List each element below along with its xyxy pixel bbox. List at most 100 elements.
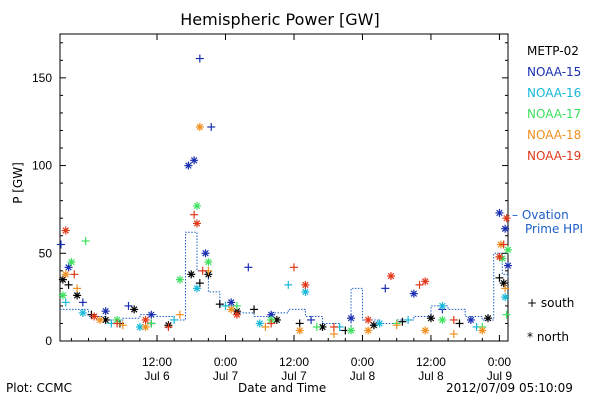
south-marker bbox=[73, 284, 82, 293]
y-tick-label: 0 bbox=[45, 334, 52, 348]
south-marker bbox=[61, 298, 70, 307]
south-marker bbox=[261, 322, 270, 331]
north-marker bbox=[204, 258, 213, 267]
ovation-legend-line1: – Ovation bbox=[512, 208, 569, 222]
north-marker bbox=[61, 226, 70, 235]
north-marker bbox=[466, 315, 475, 324]
north-marker bbox=[478, 326, 487, 335]
north-marker bbox=[375, 319, 384, 328]
north-marker bbox=[484, 314, 493, 323]
south-marker bbox=[455, 319, 464, 328]
north-marker bbox=[255, 319, 264, 328]
y-tick-label: 50 bbox=[39, 246, 53, 260]
north-marker bbox=[504, 245, 512, 254]
plot-frame bbox=[59, 33, 509, 342]
north-marker bbox=[364, 326, 373, 335]
north-marker bbox=[190, 156, 199, 165]
north-marker bbox=[95, 315, 104, 324]
plot-timestamp: 2012/07/09 05:10:09 bbox=[446, 381, 573, 395]
south-marker bbox=[56, 240, 65, 249]
north-marker bbox=[184, 161, 193, 170]
north-marker bbox=[192, 219, 201, 228]
legend-entry-noaa-19: NOAA-19 bbox=[527, 149, 582, 163]
x-tick-time-label: 0:00 bbox=[488, 355, 512, 369]
south-marker-label: south bbox=[540, 296, 575, 310]
north-marker bbox=[73, 291, 82, 300]
north-marker bbox=[421, 326, 430, 335]
south-marker bbox=[284, 280, 293, 289]
north-marker-symbol: * bbox=[527, 330, 533, 344]
north-marker bbox=[67, 258, 76, 267]
south-marker bbox=[118, 321, 127, 330]
north-marker bbox=[499, 279, 508, 288]
legend-entry-metp-02: METP-02 bbox=[527, 44, 579, 58]
north-marker-label: north bbox=[536, 330, 570, 344]
south-marker bbox=[190, 210, 199, 219]
north-marker bbox=[64, 263, 73, 272]
x-tick-time-label: 12:00 bbox=[142, 355, 172, 369]
x-tick-date-label: Jul 6 bbox=[144, 369, 170, 383]
north-marker bbox=[502, 214, 511, 223]
ovation-step-line bbox=[60, 231, 509, 331]
north-marker bbox=[175, 275, 184, 284]
legend-entry-noaa-16: NOAA-16 bbox=[527, 86, 582, 100]
legend-south-marker: + south bbox=[527, 296, 574, 310]
north-marker bbox=[301, 287, 310, 296]
south-marker bbox=[215, 300, 224, 309]
north-marker bbox=[501, 224, 510, 233]
y-axis-label: P [GW] bbox=[11, 162, 25, 204]
south-marker bbox=[307, 315, 316, 324]
x-tick-time-label: 0:00 bbox=[214, 355, 238, 369]
north-marker bbox=[195, 122, 204, 131]
south-marker bbox=[250, 305, 259, 314]
chart-title: Hemispheric Power [GW] bbox=[180, 10, 380, 29]
north-marker bbox=[364, 315, 373, 324]
north-marker bbox=[426, 314, 435, 323]
north-marker bbox=[409, 289, 418, 298]
south-marker bbox=[495, 273, 504, 282]
plot-source: Plot: CCMC bbox=[6, 381, 72, 395]
north-marker bbox=[187, 270, 196, 279]
north-marker bbox=[130, 305, 139, 314]
north-marker bbox=[201, 249, 210, 258]
x-tick-date-label: Jul 7 bbox=[281, 369, 307, 383]
north-marker bbox=[61, 270, 70, 279]
north-marker bbox=[227, 305, 236, 314]
y-tick-label: 150 bbox=[32, 71, 52, 85]
north-marker bbox=[347, 326, 356, 335]
south-marker bbox=[392, 321, 401, 330]
legend-entry-noaa-17: NOAA-17 bbox=[527, 107, 582, 121]
south-marker bbox=[124, 301, 133, 310]
north-marker bbox=[387, 272, 396, 281]
x-tick-time-label: 0:00 bbox=[351, 355, 375, 369]
south-marker bbox=[398, 317, 407, 326]
south-marker bbox=[198, 266, 207, 275]
south-marker bbox=[449, 315, 458, 324]
north-marker bbox=[295, 326, 304, 335]
south-marker bbox=[175, 310, 184, 319]
north-marker bbox=[438, 301, 447, 310]
north-marker bbox=[192, 284, 201, 293]
north-marker bbox=[101, 307, 110, 316]
x-axis-label: Date and Time bbox=[238, 381, 327, 395]
south-marker bbox=[502, 310, 511, 319]
x-tick-date-label: Jul 7 bbox=[213, 369, 239, 383]
south-marker bbox=[64, 280, 73, 289]
south-marker bbox=[164, 322, 173, 331]
south-marker bbox=[195, 54, 204, 63]
x-tick-date-label: Jul 8 bbox=[350, 369, 376, 383]
south-marker bbox=[244, 263, 253, 272]
south-marker bbox=[70, 270, 79, 279]
north-marker bbox=[495, 252, 504, 261]
north-marker bbox=[232, 310, 241, 319]
south-marker bbox=[113, 319, 122, 328]
legend-entry-noaa-15: NOAA-15 bbox=[527, 65, 582, 79]
south-marker bbox=[501, 284, 510, 293]
south-marker bbox=[381, 284, 390, 293]
south-marker bbox=[221, 301, 230, 310]
south-marker bbox=[170, 315, 179, 324]
south-marker bbox=[312, 322, 321, 331]
south-marker bbox=[404, 315, 413, 324]
